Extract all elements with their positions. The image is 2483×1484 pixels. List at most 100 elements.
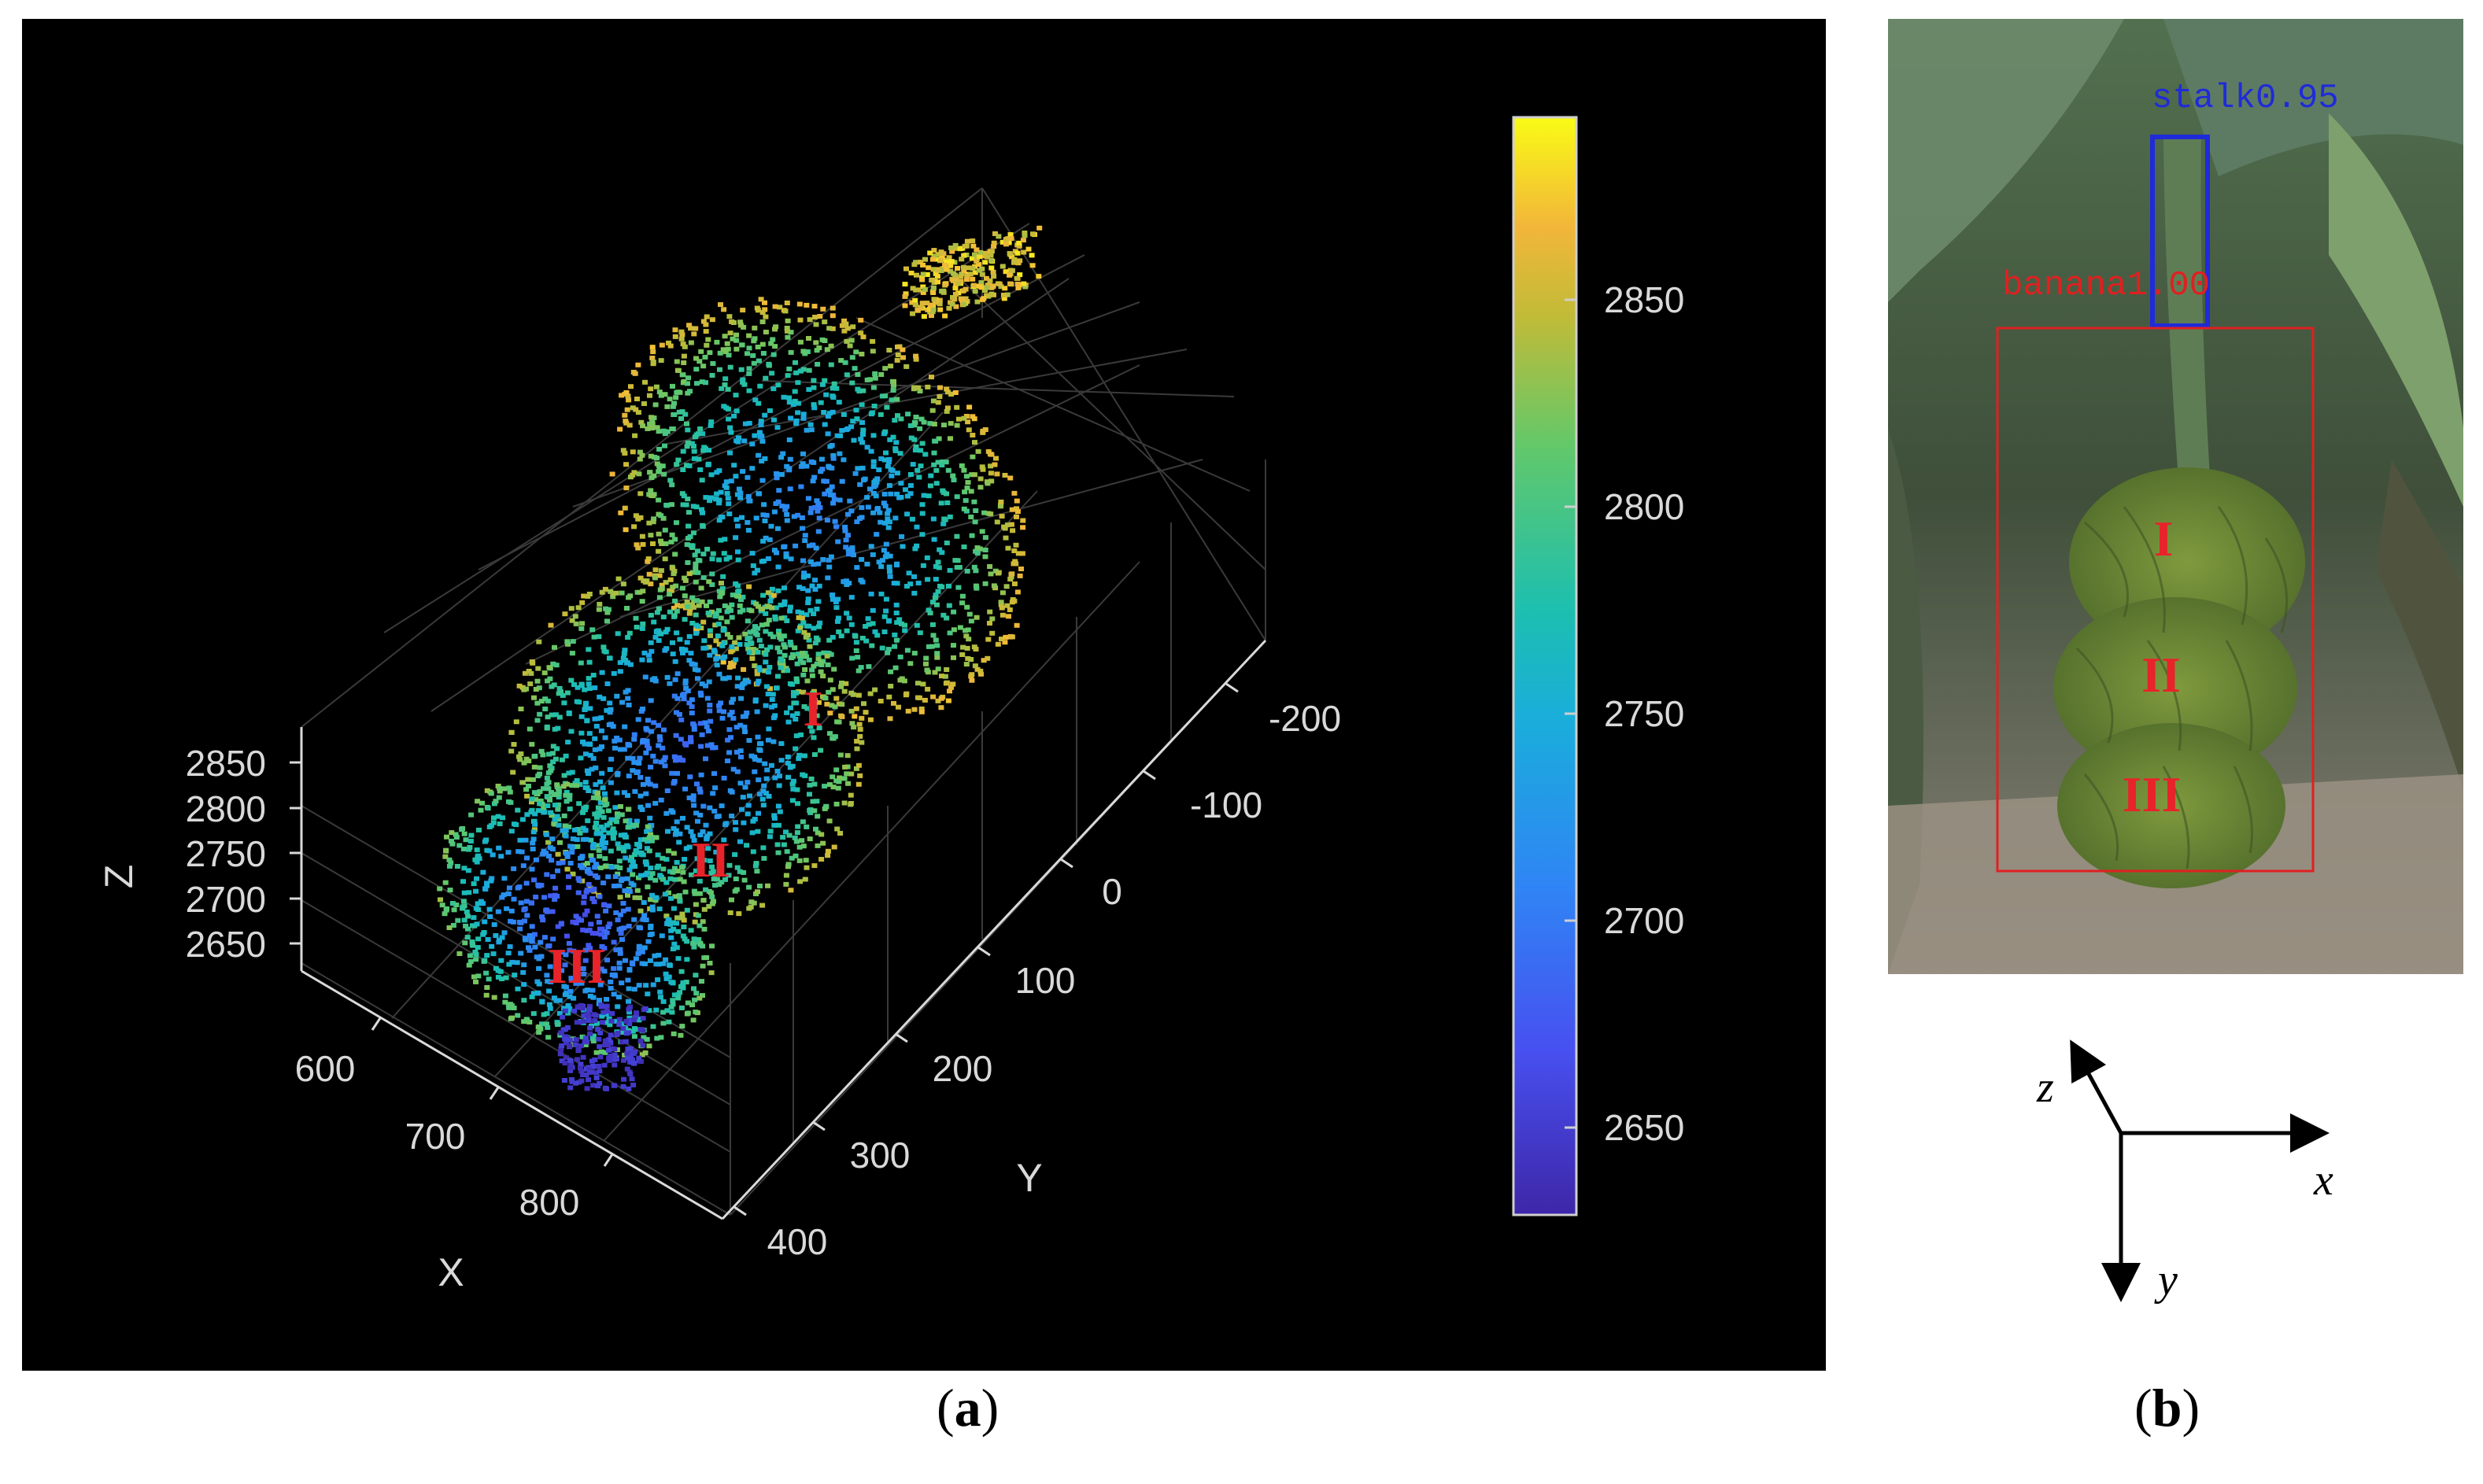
cloud-point [818,456,825,462]
cloud-point [690,604,696,610]
cloud-point [649,907,656,913]
cloud-point [665,829,671,834]
cloud-point [878,456,885,461]
cloud-point [555,725,561,731]
cloud-point [755,649,761,655]
cloud-point [631,1026,637,1032]
cloud-point [471,881,477,887]
cloud-point [547,797,552,803]
cloud-point [593,765,599,770]
cloud-point [662,431,668,437]
cloud-point [746,333,752,338]
cloud-point [698,585,704,591]
cloud-point [598,1004,604,1010]
cloud-point [756,741,763,747]
cloud-point [759,459,765,463]
cloud-point [827,493,833,498]
cloud-point [581,1013,587,1018]
cloud-point [729,789,735,795]
cloud-point [453,903,460,907]
cloud-point [865,504,871,510]
cloud-point [902,622,907,628]
cloud-point [883,596,889,602]
cloud-point [601,969,608,974]
cloud-point [949,249,955,254]
cloud-point [727,450,733,456]
cloud-point [574,1020,580,1025]
cloud-point [678,646,685,652]
cloud-point [505,850,512,855]
cloud-point [699,379,705,385]
cloud-point [788,642,794,648]
cloud-point [620,844,626,850]
cloud-point [752,769,758,774]
cloud-point [815,830,821,836]
cloud-point [982,251,988,256]
cloud-point [447,888,453,893]
cloud-point [892,446,899,452]
cloud-point [636,925,642,930]
cloud-point [864,445,870,450]
cloud-point [679,332,685,338]
cloud-point [489,943,495,949]
cloud-point [746,345,752,351]
cloud-point [867,717,874,722]
cloud-point [603,1020,609,1025]
cloud-point [642,1050,648,1055]
cloud-point [1001,296,1007,301]
cloud-point [483,970,490,976]
cloud-point [810,543,816,548]
cloud-point [637,908,644,914]
cloud-point [742,421,748,426]
cloud-point [707,708,713,714]
cloud-point [881,614,888,619]
cloud-point [621,1076,627,1082]
cloud-point [701,926,708,932]
cloud-point [733,827,739,832]
cloud-point [721,709,726,714]
cloud-point [634,625,640,629]
cloud-point [619,812,625,818]
cloud-point [950,295,955,300]
cloud-point [971,499,977,504]
cloud-point [736,911,742,917]
cloud-point [559,968,565,973]
cloud-point [802,533,808,538]
cloud-point [653,1007,660,1013]
cloud-point [674,915,680,921]
cloud-point [580,966,586,971]
cloud-point [726,511,733,517]
cloud-point [800,651,805,656]
cloud-point [726,555,733,560]
cloud-point [689,602,695,607]
cloud-point [858,437,864,442]
cloud-point [642,859,648,865]
cloud-point [561,1078,567,1083]
cloud-point [841,579,847,585]
cloud-point [913,415,919,419]
cloud-point [639,452,645,458]
cloud-point [646,848,652,854]
cloud-point [506,1005,512,1010]
cloud-point [620,448,626,453]
cloud-point [669,532,675,537]
cloud-point [697,812,704,818]
cloud-point [795,410,801,415]
cloud-point [1011,581,1018,586]
cloud-point [524,855,530,861]
cloud-point [800,415,807,421]
cloud-point [1017,573,1023,578]
cloud-point [988,571,994,577]
cloud-point [808,703,815,708]
cloud-point [668,935,674,940]
cloud-point [673,733,679,738]
cloud-point [587,742,593,748]
cloud-point [593,873,598,878]
cloud-point [905,708,911,714]
cloud-point [969,472,975,478]
cloud-point [818,400,824,405]
cloud-point [784,511,790,517]
cloud-point [595,1027,601,1032]
cloud-point [650,1024,656,1029]
cloud-point [650,349,656,355]
